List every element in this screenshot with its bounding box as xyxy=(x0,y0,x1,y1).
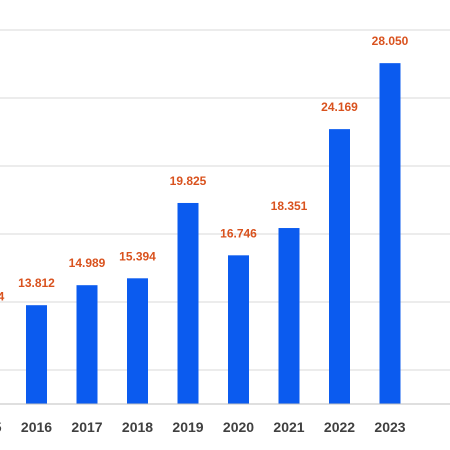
data-label-2018: 15.394 xyxy=(119,249,156,263)
data-label-2019: 19.825 xyxy=(170,174,207,188)
data-label-2020: 16.746 xyxy=(220,226,257,240)
x-tick-2018: 2018 xyxy=(122,419,153,435)
bars xyxy=(26,63,401,405)
x-tick-2021: 2021 xyxy=(273,419,304,435)
bar-2019 xyxy=(177,202,199,404)
data-label-2022: 24.169 xyxy=(321,100,358,114)
x-tick-2016: 2016 xyxy=(21,419,52,435)
x-tick-2019: 2019 xyxy=(172,419,203,435)
x-tick-2020: 2020 xyxy=(223,419,254,435)
bar-2020 xyxy=(228,255,249,404)
data-label-2021: 18.351 xyxy=(271,199,308,213)
data-label-2016: 13.812 xyxy=(18,276,55,290)
data-labels: 13.024 13.812 14.989 15.394 19.825 16.746 18.3… xyxy=(0,34,409,303)
gridlines xyxy=(0,29,450,371)
bar-2018 xyxy=(127,278,148,404)
data-label-2023: 28.050 xyxy=(372,34,409,48)
data-label-2017: 14.989 xyxy=(69,256,106,270)
bar-2022 xyxy=(329,129,350,404)
x-tick-2015: 2015 xyxy=(0,419,2,435)
x-tick-2022: 2022 xyxy=(324,419,355,435)
x-tick-labels: 2015 2016 2017 2018 2019 2020 2021 2022 2023 xyxy=(0,419,406,435)
x-tick-2017: 2017 xyxy=(71,419,102,435)
bar-2017 xyxy=(76,285,98,404)
bar-2023 xyxy=(379,63,401,405)
data-label-2015: 13.024 xyxy=(0,290,5,304)
bar-2021 xyxy=(278,228,300,404)
bar-2016 xyxy=(26,305,47,404)
x-tick-2023: 2023 xyxy=(374,419,405,435)
